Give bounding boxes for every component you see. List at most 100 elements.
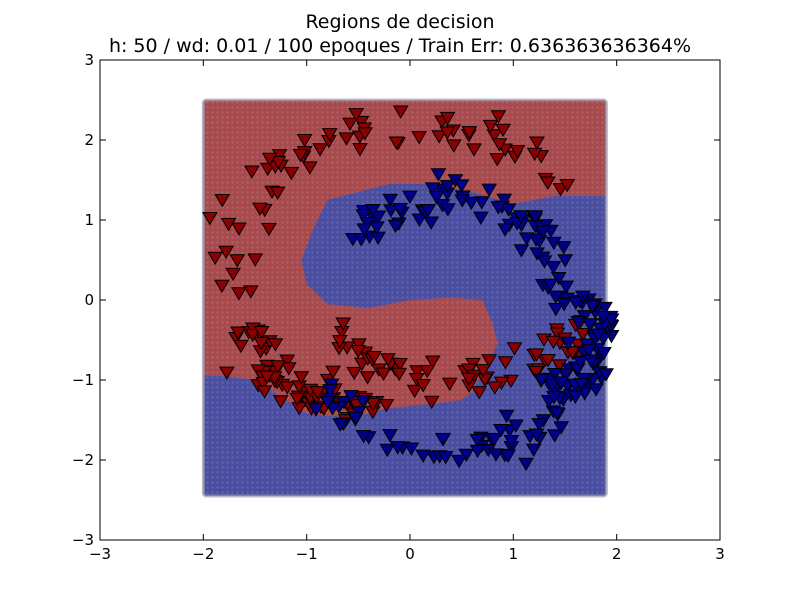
data-point <box>247 253 264 267</box>
data-point <box>308 403 324 417</box>
data-point <box>332 418 349 432</box>
data-point <box>536 255 553 269</box>
data-point <box>357 127 373 141</box>
data-point <box>500 203 517 217</box>
data-point <box>581 318 598 332</box>
data-point <box>498 409 515 424</box>
data-point <box>293 371 310 385</box>
data-point <box>244 328 261 343</box>
data-point <box>540 354 556 368</box>
data-point <box>486 381 503 395</box>
data-point <box>513 210 529 224</box>
data-point <box>301 161 318 175</box>
data-point <box>411 213 428 227</box>
x-tick-label: 3 <box>715 545 725 563</box>
x-tick-label: 1 <box>509 545 519 563</box>
data-point <box>528 428 545 442</box>
data-point <box>402 190 418 205</box>
data-point <box>469 444 486 459</box>
data-point <box>496 193 513 208</box>
data-point <box>489 153 506 167</box>
data-point <box>546 391 562 405</box>
data-point <box>346 366 363 381</box>
data-point <box>434 433 451 447</box>
data-point <box>503 435 520 449</box>
axis-ticks: −3 −2 −1 0 1 2 3 −3 −2 −1 0 1 2 3 <box>72 51 725 563</box>
data-point <box>431 130 448 144</box>
data-point <box>463 196 480 211</box>
data-point <box>528 233 545 247</box>
data-point <box>531 418 548 432</box>
data-point <box>338 132 355 146</box>
data-point <box>296 134 313 148</box>
data-point <box>261 152 278 167</box>
data-point <box>527 210 544 224</box>
data-point <box>309 386 326 400</box>
data-point <box>567 390 584 405</box>
y-tick-label: 1 <box>84 211 94 229</box>
data-point <box>545 236 562 251</box>
data-point <box>411 131 428 145</box>
data-point <box>382 429 398 443</box>
data-point <box>508 419 524 433</box>
region-border <box>201 98 608 498</box>
data-point <box>526 147 543 162</box>
data-point <box>253 325 270 340</box>
data-point <box>292 148 309 163</box>
data-point <box>335 317 352 331</box>
data-point <box>553 421 570 435</box>
data-point <box>415 449 432 464</box>
data-point <box>509 144 526 159</box>
data-point <box>356 223 373 237</box>
data-point <box>439 126 456 140</box>
y-tick-label: −2 <box>72 451 94 469</box>
data-point <box>445 139 462 153</box>
data-point <box>547 290 564 305</box>
data-point <box>535 225 551 240</box>
chart-title: Regions de decision <box>305 11 495 33</box>
data-point <box>440 203 456 217</box>
data-point <box>555 241 572 255</box>
data-point <box>475 364 492 378</box>
y-tick-label: 3 <box>84 51 94 69</box>
data-point <box>370 210 387 224</box>
x-tick-label: 0 <box>405 545 415 563</box>
data-point <box>439 179 456 194</box>
data-point <box>366 350 382 365</box>
data-point <box>595 347 612 361</box>
data-point <box>583 354 599 368</box>
data-point <box>466 143 482 157</box>
data-point <box>481 354 497 368</box>
data-point <box>473 211 489 226</box>
data-point <box>355 209 372 223</box>
data-point <box>560 336 577 350</box>
data-point <box>322 384 338 398</box>
data-point <box>550 272 567 286</box>
data-point <box>518 232 535 246</box>
data-point <box>388 136 405 150</box>
y-tick-label: 2 <box>84 131 94 149</box>
data-point <box>391 367 408 382</box>
data-point <box>437 451 454 465</box>
data-point <box>461 126 478 140</box>
data-point <box>545 261 562 275</box>
data-point <box>252 202 268 216</box>
data-point <box>214 279 230 294</box>
data-point <box>392 357 408 372</box>
data-point <box>500 449 517 463</box>
data-point <box>331 335 348 349</box>
series-red-points <box>202 105 591 428</box>
data-point <box>488 448 504 462</box>
data-point <box>471 386 488 400</box>
data-point <box>529 136 545 150</box>
data-point <box>379 443 396 458</box>
data-point <box>570 316 587 330</box>
data-point <box>214 193 231 208</box>
y-tick-label: −1 <box>72 371 94 389</box>
data-point <box>321 128 338 142</box>
data-point <box>453 179 470 193</box>
data-point <box>359 371 376 385</box>
data-point <box>428 191 445 205</box>
